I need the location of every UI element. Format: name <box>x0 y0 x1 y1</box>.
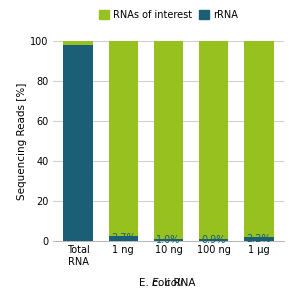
Bar <box>154 41 183 239</box>
Bar <box>63 45 93 241</box>
Bar <box>199 41 229 239</box>
Bar <box>199 239 229 241</box>
Bar <box>63 41 93 45</box>
Bar <box>244 41 274 237</box>
Bar <box>108 236 138 241</box>
Bar <box>154 239 183 241</box>
Text: E. coli RNA: E. coli RNA <box>139 278 195 288</box>
Bar <box>244 237 274 241</box>
Legend: RNAs of interest, rRNA: RNAs of interest, rRNA <box>99 10 238 20</box>
Y-axis label: Sequencing Reads [%]: Sequencing Reads [%] <box>17 82 28 200</box>
Bar <box>108 41 138 236</box>
Text: 1.0%: 1.0% <box>156 235 181 245</box>
Text: 2.2%: 2.2% <box>247 234 271 244</box>
Text: 2.7%: 2.7% <box>111 233 136 243</box>
Text: 0.9%: 0.9% <box>202 235 226 245</box>
Text: E. coli: E. coli <box>151 278 183 288</box>
